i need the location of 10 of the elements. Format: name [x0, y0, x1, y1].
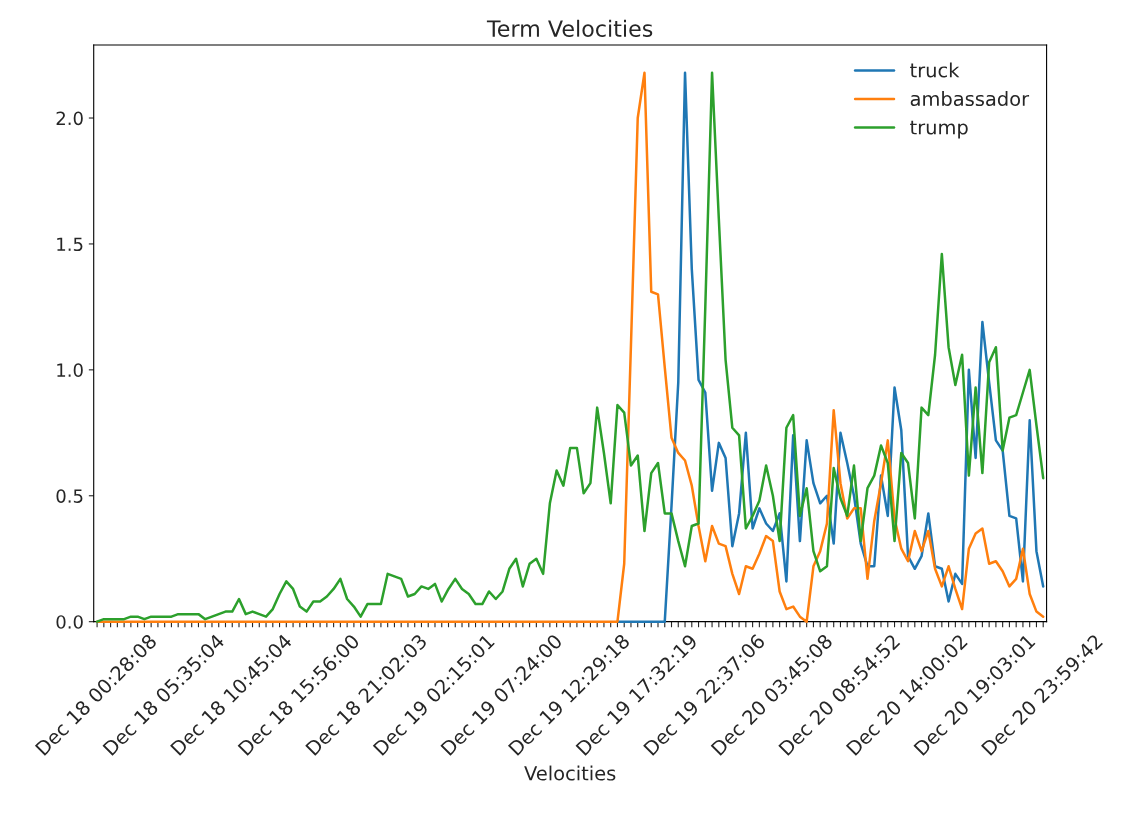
legend-label: truck	[910, 62, 960, 78]
y-tick-label: 0.5	[56, 489, 83, 503]
legend-label: ambassador	[910, 91, 1030, 107]
chart-title: Term Velocities	[486, 19, 653, 37]
legend-label: trump	[910, 120, 968, 139]
y-tick-label: 1.5	[57, 237, 83, 252]
x-axis-title: Velocities	[524, 765, 616, 781]
y-tick-label: 0.0	[56, 615, 83, 629]
y-tick-label: 2.0	[56, 111, 83, 126]
y-tick-label: 1.0	[57, 363, 83, 377]
